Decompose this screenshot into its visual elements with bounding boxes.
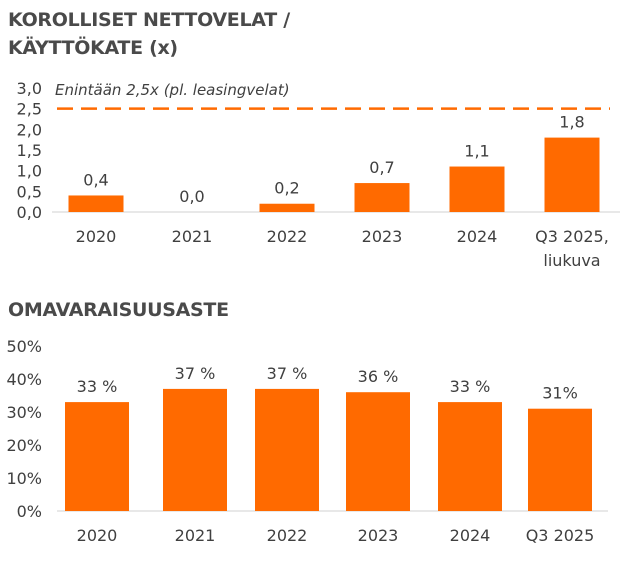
data-label: 37 % [267,364,308,383]
data-label: 36 % [358,367,399,386]
chart2-title: OMAVARAISUUSASTE [8,299,229,321]
data-label: 0,2 [274,179,299,198]
y-tick-label: 1,0 [17,162,42,181]
data-label: 1,1 [464,142,489,161]
chart1-title: KOROLLISET NETTOVELAT / KÄYTTÖKATE (x) [8,9,290,59]
x-tick-label: 2020 [76,227,117,246]
bar-2020 [68,195,124,212]
x-tick-label: 2023 [362,227,403,246]
x-tick-label: 2023 [358,526,399,545]
bar-Q3-2025- [544,137,600,212]
y-tick-label: 0% [17,502,42,521]
bar-2024 [438,402,502,511]
y-tick-label: 10% [6,469,42,488]
bar-2021 [163,388,227,511]
bar-2022 [255,388,319,511]
bar-2022 [259,203,315,212]
y-tick-label: 2,0 [17,120,42,139]
y-tick-label: 1,5 [17,141,42,160]
y-tick-label: 20% [6,436,42,455]
data-label: 37 % [175,364,216,383]
y-tick-label: 0,0 [17,203,42,222]
data-label: 33 % [450,377,491,396]
data-label: 0,7 [369,158,394,177]
bar-2023 [346,392,410,511]
x-tick-label: 2024 [457,227,498,246]
y-tick-label: 2,5 [17,100,42,119]
x-tick-label: 2022 [267,227,308,246]
data-label: 33 % [77,377,118,396]
bar-Q3-2025 [528,408,592,511]
y-tick-label: 0,5 [17,182,42,201]
y-tick-label: 50% [6,337,42,356]
data-label: 1,8 [559,113,584,132]
y-tick-label: 30% [6,403,42,422]
reference-line-label: Enintään 2,5x (pl. leasingvelat) [55,81,290,99]
bar-2024 [449,166,505,212]
x-tick-label: 2024 [450,526,491,545]
bar-2023 [354,183,410,212]
x-tick-label: liukuva [543,251,600,270]
bar-2020 [65,402,129,511]
data-label: 0,0 [179,187,204,206]
data-label: 31% [542,384,578,403]
data-label: 0,4 [83,170,108,189]
x-tick-label: 2022 [267,526,308,545]
x-tick-label: 2020 [77,526,118,545]
x-tick-label: Q3 2025, [535,227,609,246]
x-tick-label: Q3 2025 [526,526,595,545]
x-tick-label: 2021 [175,526,216,545]
y-tick-label: 40% [6,370,42,389]
y-tick-label: 3,0 [17,79,42,98]
x-tick-label: 2021 [172,227,213,246]
